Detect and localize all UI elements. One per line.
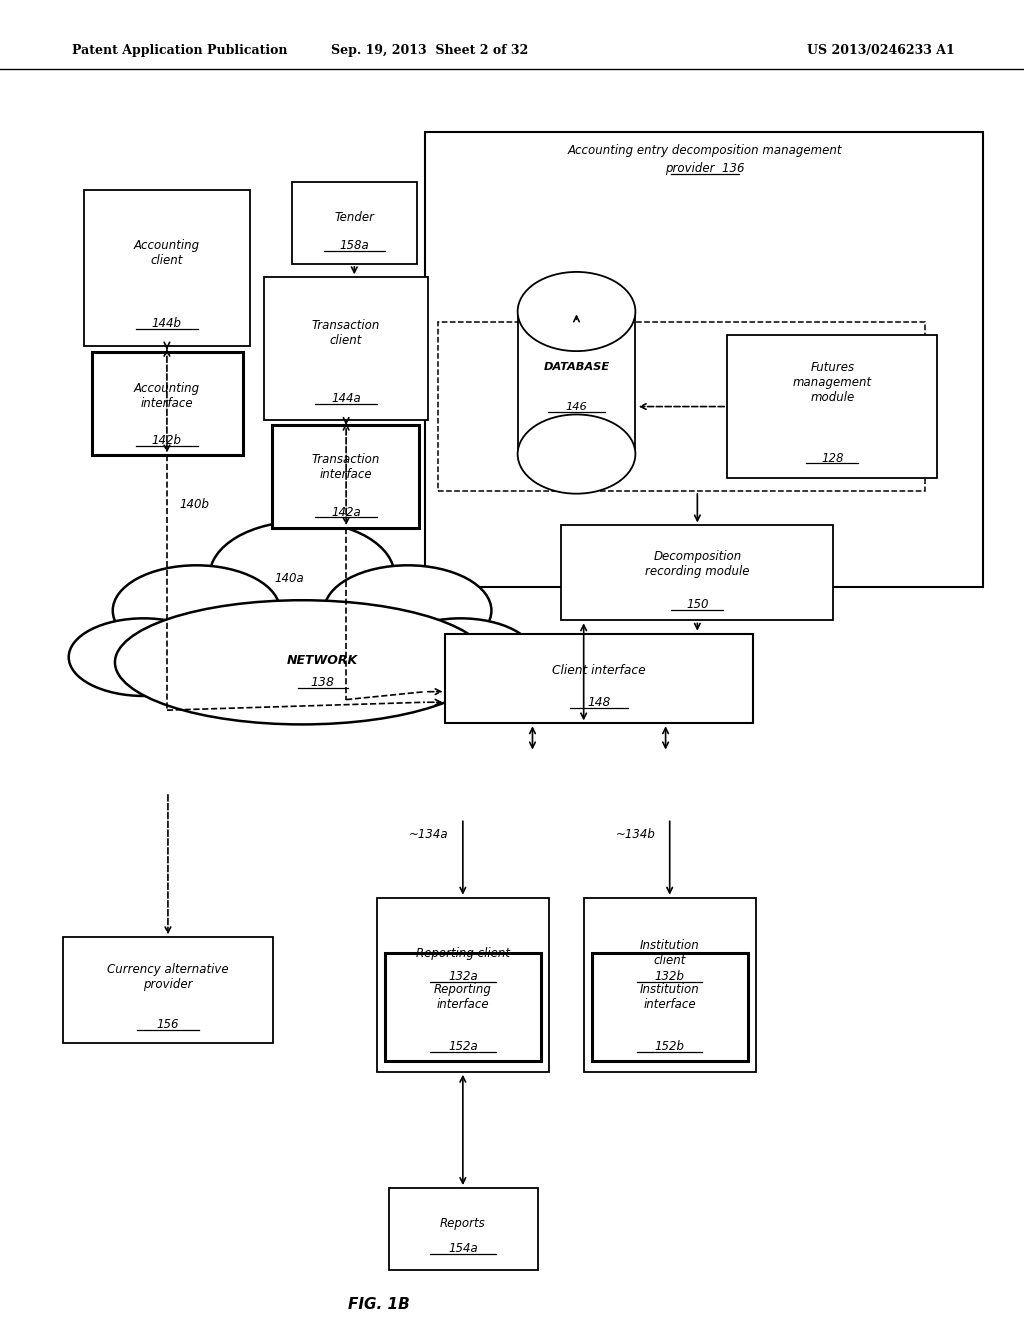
- FancyBboxPatch shape: [561, 525, 833, 620]
- FancyBboxPatch shape: [517, 312, 635, 454]
- FancyBboxPatch shape: [727, 335, 937, 478]
- Text: 132b: 132b: [654, 970, 685, 983]
- Text: Decomposition
recording module: Decomposition recording module: [645, 549, 750, 578]
- Text: Reporting client: Reporting client: [416, 946, 510, 960]
- Text: DATABASE: DATABASE: [544, 362, 609, 372]
- Text: ~134b: ~134b: [615, 828, 655, 841]
- FancyBboxPatch shape: [385, 953, 541, 1061]
- Text: 144b: 144b: [152, 317, 182, 330]
- Text: 152a: 152a: [447, 1040, 478, 1053]
- Text: NETWORK: NETWORK: [287, 653, 358, 667]
- FancyBboxPatch shape: [292, 182, 417, 264]
- Text: Reports: Reports: [440, 1217, 485, 1230]
- Text: Patent Application Publication: Patent Application Publication: [72, 44, 287, 57]
- Ellipse shape: [386, 618, 536, 696]
- Text: Reporting
interface: Reporting interface: [434, 982, 492, 1011]
- Text: 140a: 140a: [274, 572, 304, 585]
- Text: Transaction
interface: Transaction interface: [312, 453, 380, 482]
- FancyBboxPatch shape: [264, 277, 428, 420]
- Ellipse shape: [115, 601, 489, 725]
- Text: 154a: 154a: [447, 1242, 478, 1255]
- Text: provider  136: provider 136: [665, 162, 744, 176]
- Text: 148: 148: [588, 696, 610, 709]
- Text: Sep. 19, 2013  Sheet 2 of 32: Sep. 19, 2013 Sheet 2 of 32: [332, 44, 528, 57]
- Text: 152b: 152b: [654, 1040, 685, 1053]
- FancyBboxPatch shape: [425, 132, 983, 587]
- Text: 150: 150: [686, 598, 709, 611]
- Text: 146: 146: [565, 401, 588, 412]
- Text: US 2013/0246233 A1: US 2013/0246233 A1: [807, 44, 954, 57]
- Text: 156: 156: [157, 1018, 179, 1031]
- Text: Transaction
client: Transaction client: [312, 318, 380, 347]
- Text: Accounting entry decomposition management: Accounting entry decomposition managemen…: [567, 144, 842, 157]
- Text: FIG. 1B: FIG. 1B: [348, 1296, 410, 1312]
- Text: 158a: 158a: [339, 239, 370, 252]
- Ellipse shape: [517, 272, 635, 351]
- Text: 132a: 132a: [447, 970, 478, 983]
- Text: 128: 128: [821, 451, 844, 465]
- Ellipse shape: [324, 565, 492, 656]
- Text: Tender: Tender: [334, 211, 375, 224]
- FancyBboxPatch shape: [272, 425, 419, 528]
- Text: 144a: 144a: [331, 392, 361, 405]
- FancyBboxPatch shape: [92, 352, 243, 455]
- Text: Client interface: Client interface: [552, 664, 646, 677]
- FancyBboxPatch shape: [63, 937, 273, 1043]
- Ellipse shape: [69, 618, 218, 696]
- Text: 142a: 142a: [331, 506, 361, 519]
- FancyBboxPatch shape: [584, 898, 756, 1072]
- FancyBboxPatch shape: [389, 1188, 538, 1270]
- Text: Accounting
client: Accounting client: [134, 239, 200, 268]
- Text: Accounting
interface: Accounting interface: [134, 381, 200, 411]
- Text: Currency alternative
provider: Currency alternative provider: [108, 962, 228, 991]
- Text: Institution
interface: Institution interface: [640, 982, 699, 1011]
- Ellipse shape: [210, 521, 394, 630]
- FancyBboxPatch shape: [377, 898, 549, 1072]
- Text: 138: 138: [310, 676, 335, 689]
- FancyBboxPatch shape: [84, 190, 250, 346]
- Text: Institution
client: Institution client: [640, 939, 699, 968]
- Text: Futures
management
module: Futures management module: [793, 362, 872, 404]
- Ellipse shape: [517, 414, 635, 494]
- FancyBboxPatch shape: [445, 634, 753, 723]
- Text: 140b: 140b: [179, 498, 209, 511]
- Text: 142b: 142b: [152, 434, 182, 447]
- Ellipse shape: [113, 565, 280, 656]
- FancyBboxPatch shape: [592, 953, 748, 1061]
- Text: ~134a: ~134a: [409, 828, 449, 841]
